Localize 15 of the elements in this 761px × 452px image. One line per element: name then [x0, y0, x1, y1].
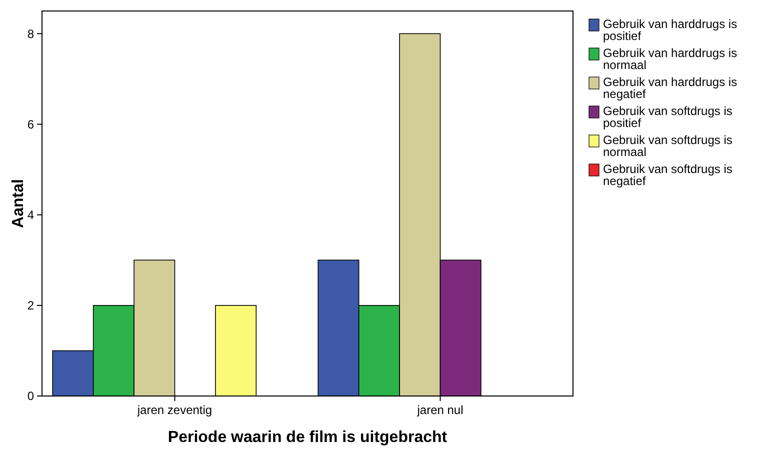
- legend-label: Gebruik van softdrugs is positief: [603, 104, 732, 130]
- x-tick-label: jaren zeventig: [136, 403, 212, 417]
- y-tick-label: 8: [27, 26, 34, 41]
- legend-label: Gebruik van softdrugs is normaal: [603, 133, 732, 159]
- x-axis-title: Periode waarin de film is uitgebracht: [168, 429, 448, 446]
- y-axis-title: Aantal: [10, 179, 27, 228]
- y-tick-label: 2: [27, 298, 34, 313]
- y-tick-label: 4: [27, 208, 34, 222]
- legend-label: Gebruik van harddrugs is positief: [603, 17, 738, 43]
- x-tick-label: jaren nul: [416, 403, 464, 417]
- legend-label: Gebruik van harddrugs is negatief: [603, 75, 738, 101]
- y-tick-label: 0: [27, 389, 34, 404]
- legend-label: Gebruik van softdrugs is negatief: [603, 162, 732, 188]
- legend-label: Gebruik van harddrugs is normaal: [603, 46, 738, 72]
- y-tick-label: 6: [27, 117, 34, 132]
